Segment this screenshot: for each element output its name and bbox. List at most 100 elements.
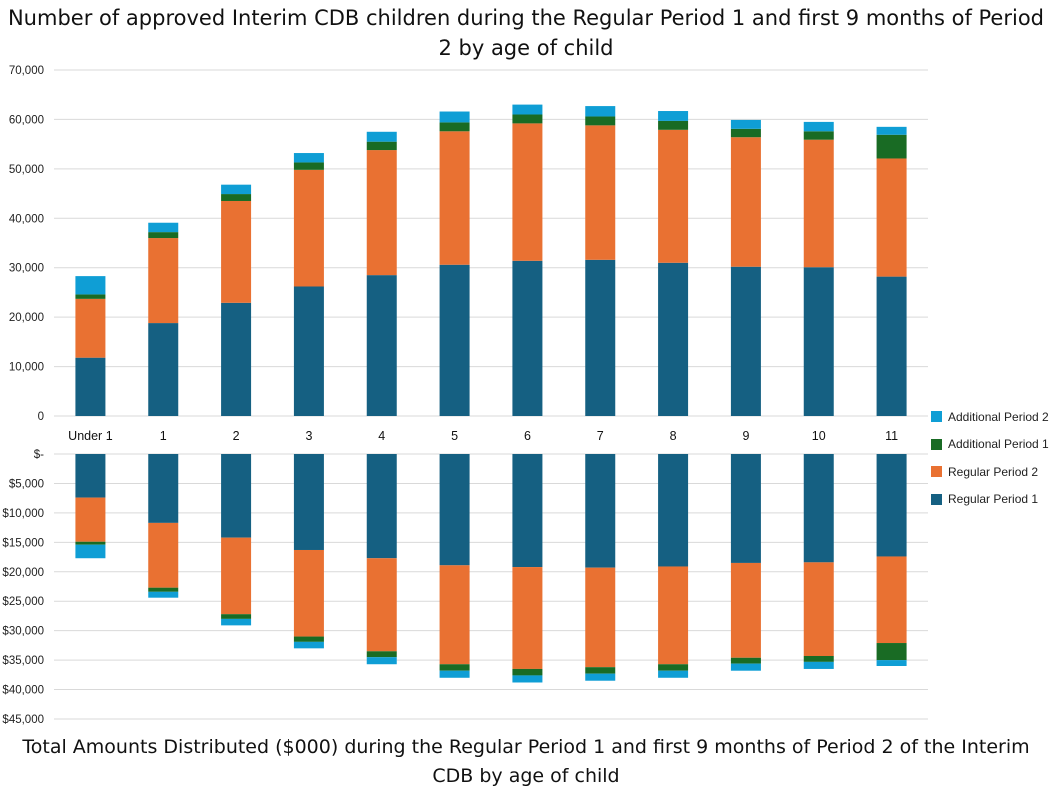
bar-regular-period-2-under-1 bbox=[75, 298, 106, 358]
y-tick-label: 0 bbox=[38, 411, 44, 423]
top-chart-gridlines bbox=[54, 69, 928, 417]
bar-regular-period-1-11 bbox=[876, 454, 907, 557]
bar-regular-period-2-5 bbox=[439, 565, 470, 665]
bar-additional-period-2-6 bbox=[512, 104, 543, 115]
bar-additional-period-2-2 bbox=[221, 184, 252, 195]
bar-additional-period-2-10 bbox=[803, 121, 834, 132]
bar-additional-period-2-7 bbox=[585, 673, 616, 681]
y-tick-label: $10,000 bbox=[2, 508, 44, 520]
bar-regular-period-1-7 bbox=[585, 454, 616, 568]
top-chart-y-axis: 0 10,000 20,000 30,000 40,000 50,000 60,000 70,… bbox=[9, 65, 44, 423]
bar-additional-period-1-3 bbox=[293, 636, 324, 642]
bar-additional-period-1-10 bbox=[803, 655, 834, 662]
bar-regular-period-2-under-1 bbox=[75, 497, 106, 542]
top-chart-x-axis: Under 1 1 2 3 4 5 6 7 8 9 10 11 bbox=[68, 429, 898, 443]
bar-regular-period-2-10 bbox=[803, 562, 834, 656]
x-tick-label: 6 bbox=[524, 429, 531, 443]
y-tick-label: $45,000 bbox=[2, 714, 44, 726]
bar-regular-period-1-8 bbox=[658, 454, 689, 567]
bar-additional-period-1-2 bbox=[221, 614, 252, 619]
legend-label: Regular Period 2 bbox=[948, 464, 1039, 479]
x-tick-label: Under 1 bbox=[68, 429, 113, 443]
bottom-chart-gridlines bbox=[54, 453, 928, 720]
bar-regular-period-1-11 bbox=[876, 276, 907, 416]
bar-additional-period-2-3 bbox=[293, 641, 324, 649]
y-tick-label: $40,000 bbox=[2, 685, 44, 697]
bar-additional-period-1-2 bbox=[221, 194, 252, 201]
bar-regular-period-2-2 bbox=[221, 200, 252, 303]
bar-regular-period-2-8 bbox=[658, 566, 689, 665]
x-tick-label: 1 bbox=[160, 429, 167, 443]
bar-regular-period-2-3 bbox=[293, 169, 324, 287]
bar-additional-period-2-11 bbox=[876, 126, 907, 135]
x-tick-label: 8 bbox=[670, 429, 677, 443]
bar-additional-period-1-1 bbox=[148, 232, 179, 239]
legend-swatch bbox=[931, 493, 942, 505]
bar-regular-period-2-1 bbox=[148, 238, 179, 324]
bar-additional-period-1-3 bbox=[293, 162, 324, 170]
bar-regular-period-2-7 bbox=[585, 125, 616, 260]
bar-regular-period-1-10 bbox=[803, 267, 834, 416]
bar-additional-period-1-under-1 bbox=[75, 541, 106, 545]
bar-additional-period-1-11 bbox=[876, 134, 907, 159]
bar-regular-period-1-8 bbox=[658, 262, 689, 416]
y-tick-label: 30,000 bbox=[9, 263, 44, 275]
y-tick-label: 50,000 bbox=[9, 164, 44, 176]
bar-regular-period-1-4 bbox=[366, 454, 397, 559]
y-tick-label: 60,000 bbox=[9, 114, 44, 126]
bar-additional-period-2-1 bbox=[148, 591, 179, 598]
bar-additional-period-1-6 bbox=[512, 114, 543, 124]
legend-item-additional-period-2: Additional Period 2 bbox=[931, 403, 1049, 431]
bar-additional-period-2-4 bbox=[366, 131, 397, 142]
bar-additional-period-2-10 bbox=[803, 661, 834, 669]
bar-regular-period-2-4 bbox=[366, 150, 397, 276]
bar-additional-period-1-10 bbox=[803, 131, 834, 140]
y-tick-label: 20,000 bbox=[9, 312, 44, 324]
bar-additional-period-1-5 bbox=[439, 664, 470, 671]
bar-regular-period-2-8 bbox=[658, 129, 689, 263]
legend-label: Additional Period 1 bbox=[948, 437, 1049, 452]
y-tick-label: 70,000 bbox=[9, 65, 44, 77]
bar-additional-period-2-5 bbox=[439, 111, 470, 123]
bar-regular-period-1-6 bbox=[512, 454, 543, 568]
bar-regular-period-1-under-1 bbox=[75, 454, 106, 498]
bar-additional-period-1-6 bbox=[512, 668, 543, 676]
bar-additional-period-1-4 bbox=[366, 141, 397, 151]
legend-item-regular-period-2: Regular Period 2 bbox=[931, 458, 1049, 486]
legend-item-regular-period-1: Regular Period 1 bbox=[931, 486, 1049, 514]
legend-swatch bbox=[931, 466, 942, 478]
bar-additional-period-2-6 bbox=[512, 675, 543, 683]
y-tick-label: $5,000 bbox=[9, 478, 44, 490]
bar-regular-period-2-5 bbox=[439, 131, 470, 265]
bottom-chart-title: Total Amounts Distributed ($000) during … bbox=[22, 736, 1030, 787]
bar-regular-period-1-1 bbox=[148, 454, 179, 523]
legend-label: Additional Period 2 bbox=[948, 409, 1049, 424]
bar-additional-period-2-9 bbox=[730, 663, 761, 671]
x-tick-label: 5 bbox=[451, 429, 458, 443]
bar-regular-period-2-10 bbox=[803, 139, 834, 268]
legend-swatch bbox=[931, 438, 942, 450]
y-tick-label: $- bbox=[34, 449, 44, 461]
x-tick-label: 10 bbox=[812, 429, 826, 443]
bar-regular-period-2-9 bbox=[730, 562, 761, 658]
bar-additional-period-1-8 bbox=[658, 120, 689, 130]
bar-regular-period-2-1 bbox=[148, 522, 179, 588]
y-tick-label: $35,000 bbox=[2, 655, 44, 667]
y-tick-label: $15,000 bbox=[2, 537, 44, 549]
bar-regular-period-2-11 bbox=[876, 556, 907, 644]
bar-regular-period-1-5 bbox=[439, 264, 470, 416]
bar-additional-period-1-5 bbox=[439, 122, 470, 132]
bar-additional-period-2-3 bbox=[293, 153, 324, 163]
bar-additional-period-1-1 bbox=[148, 587, 179, 592]
bottom-chart-bars bbox=[75, 454, 907, 683]
bar-additional-period-2-9 bbox=[730, 119, 761, 129]
bar-additional-period-1-under-1 bbox=[75, 294, 106, 299]
bar-additional-period-2-1 bbox=[148, 222, 179, 233]
bar-regular-period-2-3 bbox=[293, 549, 324, 637]
bar-regular-period-2-9 bbox=[730, 137, 761, 267]
bar-additional-period-2-under-1 bbox=[75, 276, 106, 295]
bar-additional-period-2-under-1 bbox=[75, 544, 106, 559]
bar-regular-period-1-9 bbox=[730, 266, 761, 416]
bar-additional-period-2-4 bbox=[366, 657, 397, 665]
